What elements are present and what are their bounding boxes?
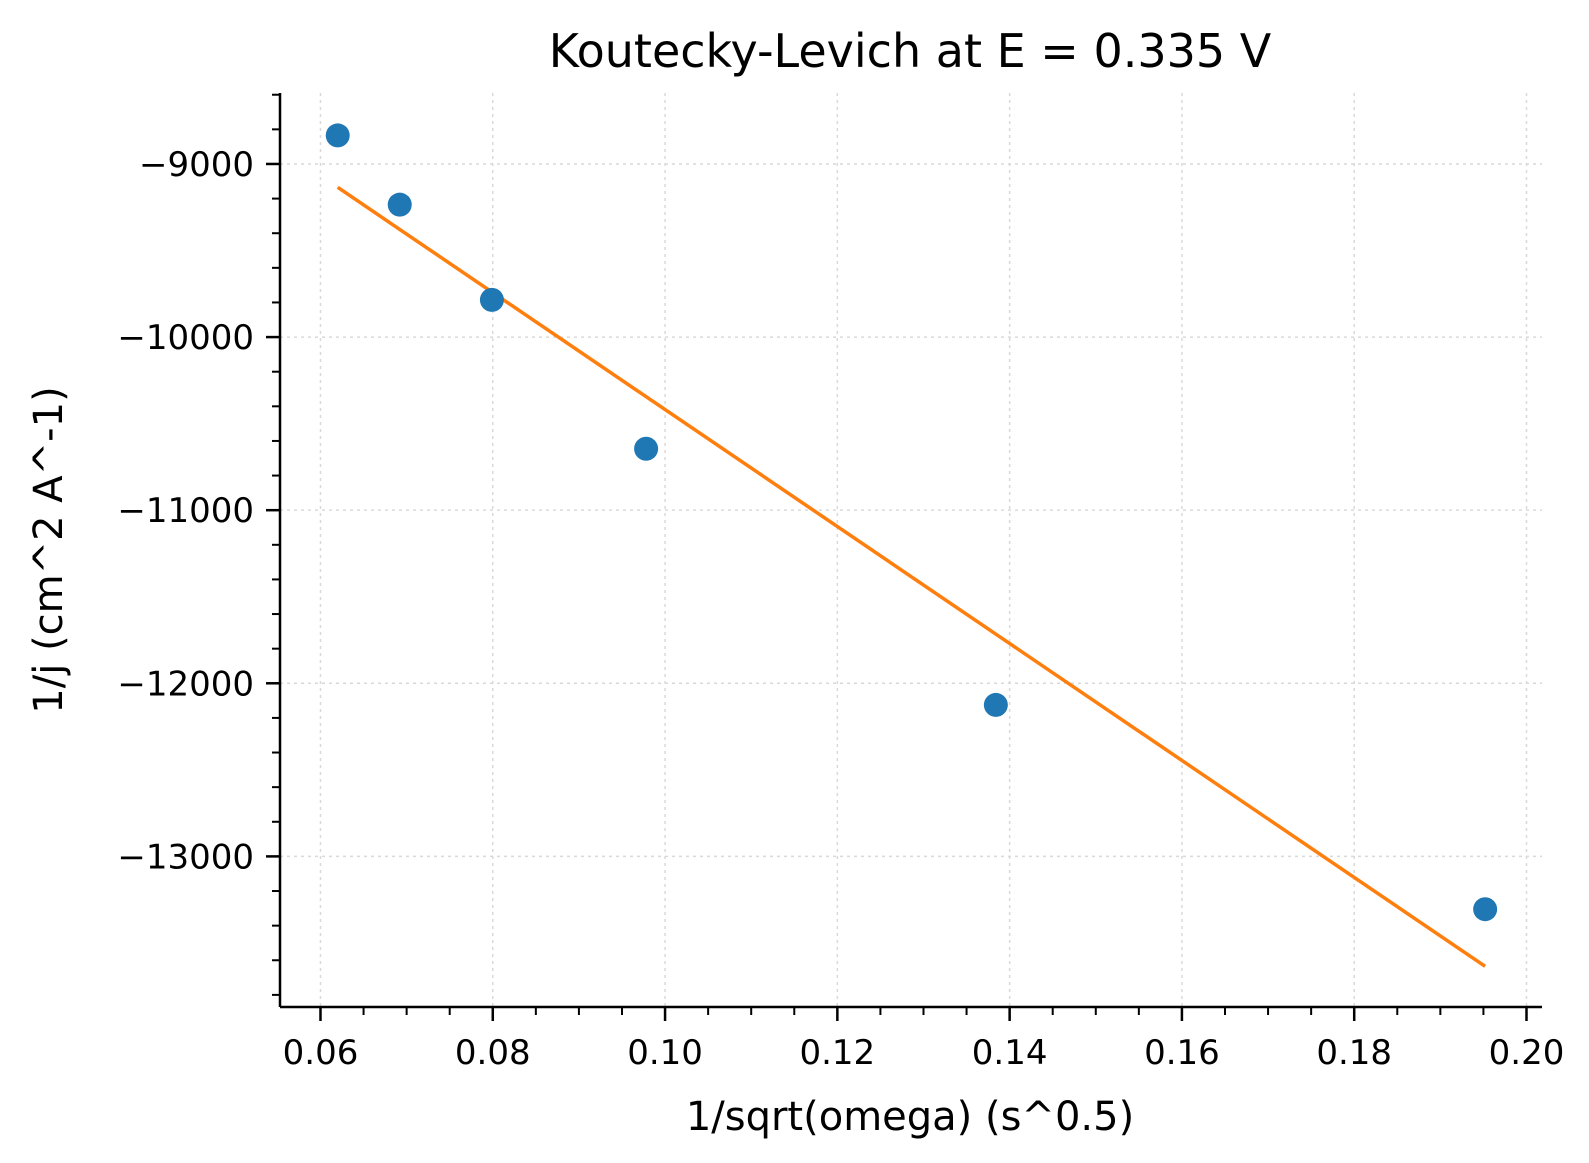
fit-line (336, 185, 1487, 968)
data-point (634, 436, 659, 461)
fit-line-layer (336, 185, 1487, 968)
data-point (983, 692, 1008, 717)
y-tick-label: −12000 (117, 664, 254, 704)
x-axis-label: 1/sqrt(omega) (s^0.5) (686, 1094, 1134, 1140)
x-tick-label: 0.20 (1489, 1033, 1565, 1073)
data-point (1473, 897, 1498, 922)
x-tick-label: 0.18 (1316, 1033, 1392, 1073)
data-point (479, 287, 504, 312)
y-tick-label: −9000 (139, 145, 254, 185)
x-tick-label: 0.06 (283, 1033, 359, 1073)
y-axis: −9000 −10000 −11000 −12000 −13000 (117, 93, 280, 996)
x-tick-label: 0.12 (799, 1033, 875, 1073)
chart-title: Koutecky-Levich at E = 0.335 V (549, 24, 1272, 78)
y-tick-label: −11000 (117, 491, 254, 531)
x-tick-label: 0.08 (455, 1033, 531, 1073)
data-point (387, 192, 412, 217)
x-tick-label: 0.10 (627, 1033, 703, 1073)
y-tick-label: −13000 (117, 837, 254, 877)
data-points (325, 123, 1498, 922)
x-axis: 0.06 0.08 0.10 0.12 0.14 0.16 0.18 0.20 (283, 1007, 1565, 1073)
data-point (325, 123, 350, 148)
grid (280, 93, 1542, 1007)
x-tick-label: 0.16 (1144, 1033, 1220, 1073)
x-tick-label: 0.14 (972, 1033, 1048, 1073)
y-tick-label: −10000 (117, 318, 254, 358)
y-axis-label: 1/j (cm^2 A^-1) (26, 386, 72, 713)
